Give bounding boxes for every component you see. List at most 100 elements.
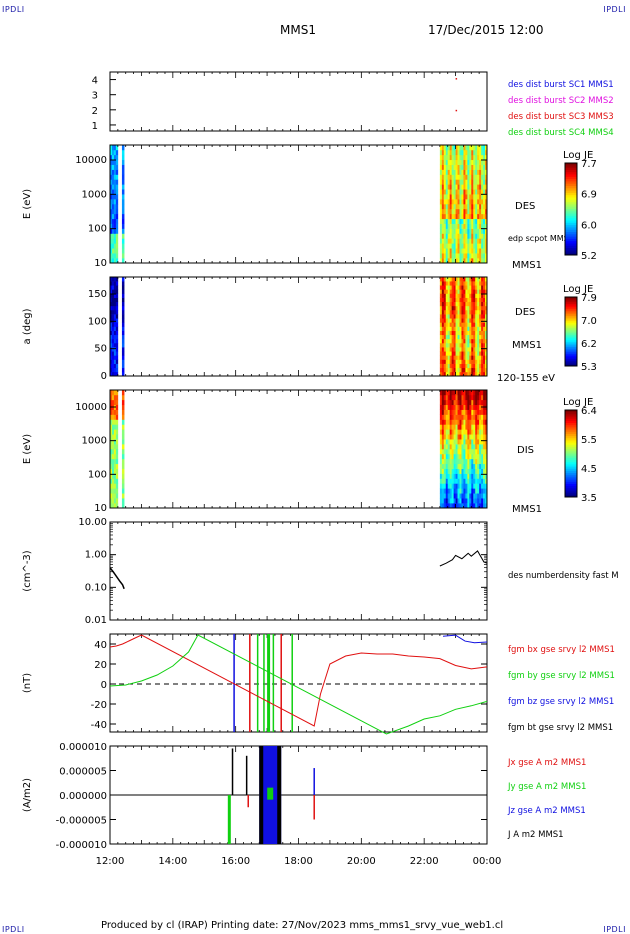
- des-pitch-cell: [439, 363, 443, 369]
- des-pitch-cell: [479, 285, 482, 290]
- des-energy-cell: [481, 159, 484, 165]
- dis-energy-cell: [445, 434, 449, 440]
- des-pitch-cell: [121, 359, 125, 364]
- des-pitch-cell: [461, 334, 464, 340]
- des-pitch-cell: [110, 334, 113, 340]
- des-energy-cell: [479, 149, 482, 156]
- des-energy-cell: [477, 189, 480, 195]
- des-pitch-cell: [443, 322, 447, 327]
- des-pitch-cell: [113, 338, 117, 344]
- des-energy-cell: [459, 149, 462, 156]
- dis-energy-cell: [471, 458, 474, 465]
- des-energy-cell: [471, 179, 474, 185]
- des-energy-cell: [471, 213, 474, 220]
- des-pitch-cell: [453, 326, 456, 331]
- des-pitch-cell: [110, 277, 113, 282]
- des-energy-cell: [443, 179, 447, 185]
- des-pitch-cell: [110, 326, 113, 331]
- des-energy-cell: [469, 154, 472, 161]
- des-pitch-cell: [113, 322, 117, 327]
- dis-energy-colorbar-cell: [565, 466, 577, 470]
- dis-energy-cell: [465, 503, 468, 509]
- des-energy-colorbar-cell: [565, 211, 577, 215]
- des-pitch-cell: [441, 326, 445, 331]
- des-pitch-cell: [481, 281, 484, 286]
- dis-energy-cell: [459, 458, 462, 465]
- bfield-legend-entry: fgm by gse srvy l2 MMS1: [508, 671, 615, 681]
- des-energy-cell: [481, 248, 484, 254]
- des-energy-cell: [121, 233, 125, 239]
- burst-point: [455, 109, 458, 112]
- des-pitch-cell: [461, 351, 464, 356]
- dis-energy-cell: [479, 434, 482, 440]
- des-pitch-cell: [113, 314, 117, 319]
- des-energy-cell: [439, 174, 443, 180]
- dis-energy-cell: [113, 493, 117, 499]
- dis-energy-cell: [111, 458, 115, 465]
- dis-energy-cell: [471, 429, 474, 435]
- des-energy-colorbar-cell: [565, 252, 577, 256]
- burst-ytick-label: 4: [92, 76, 98, 87]
- des-pitch-cell: [463, 285, 466, 290]
- des-pitch-colorbar-cell: [565, 347, 577, 350]
- des-energy-cell: [457, 204, 460, 210]
- des-energy-cell: [475, 184, 478, 190]
- des-pitch-cell: [459, 277, 462, 282]
- des-energy-cell: [465, 213, 468, 220]
- dis-energy-cell: [113, 498, 117, 504]
- dis-energy-cell: [457, 409, 460, 415]
- dis-energy-cell: [110, 488, 113, 494]
- des-pitch-cell: [449, 343, 452, 348]
- dis-energy-cell: [439, 424, 443, 430]
- dis-energy-colorbar-cell: [565, 436, 577, 439]
- dis-energy-cell: [453, 488, 456, 494]
- des-energy-cell: [455, 174, 458, 180]
- dis-energy-cell: [113, 439, 117, 445]
- dis-energy-cell: [121, 463, 125, 469]
- des-pitch-cell: [449, 305, 452, 311]
- dis-energy-cell: [465, 453, 468, 460]
- des-energy-cell: [465, 208, 468, 215]
- dis-energy-cell: [469, 404, 472, 410]
- des-pitch-cell: [447, 318, 450, 323]
- des-pitch-cell: [471, 330, 474, 336]
- des-pitch-panel-frame: [109, 276, 488, 377]
- des-energy-colorbar-frame: [564, 162, 578, 256]
- dis-energy-cell: [467, 390, 470, 396]
- des-energy-cell: [447, 253, 450, 259]
- dis-energy-cell: [477, 473, 480, 479]
- des-energy-cell: [461, 184, 464, 190]
- dis-energy-cell: [443, 429, 447, 435]
- des-pitch-cell: [457, 289, 460, 294]
- dis-energy-cell: [445, 488, 449, 494]
- des-pitch-cell: [463, 343, 466, 348]
- dis-energy-cell: [475, 449, 478, 455]
- des-energy-cell: [445, 248, 449, 254]
- dis-energy-cell: [459, 419, 462, 425]
- des-pitch-cell: [451, 289, 454, 294]
- des-energy-cell: [483, 238, 486, 244]
- des-pitch-cell: [463, 314, 466, 319]
- des-pitch-cell: [110, 330, 113, 336]
- des-energy-cell: [457, 233, 460, 239]
- bfield-legend-entry: fgm bx gse srvy l2 MMS1: [508, 645, 615, 655]
- dis-energy-cell: [477, 429, 480, 435]
- des-energy-cell: [447, 228, 450, 234]
- dis-energy-colorbar-cell: [565, 410, 577, 413]
- des-pitch-cell: [455, 351, 458, 356]
- des-energy-cell: [457, 218, 460, 224]
- des-energy-cell: [457, 208, 460, 215]
- des-energy-cell: [485, 169, 488, 175]
- des-pitch-cell: [465, 305, 468, 311]
- des-energy-cell: [110, 253, 113, 259]
- density-ytick-label: 1.00: [85, 550, 107, 561]
- des-energy-cell: [469, 248, 472, 254]
- des-energy-cell: [469, 223, 472, 229]
- dis-energy-cell: [469, 458, 472, 465]
- des-pitch-cell: [485, 310, 488, 315]
- dis-energy-cell: [479, 394, 482, 401]
- des-energy-cell: [481, 218, 484, 224]
- des-pitch-cell: [439, 318, 443, 323]
- dis-energy-cell: [451, 399, 454, 406]
- x-tick-label: 18:00: [284, 856, 313, 867]
